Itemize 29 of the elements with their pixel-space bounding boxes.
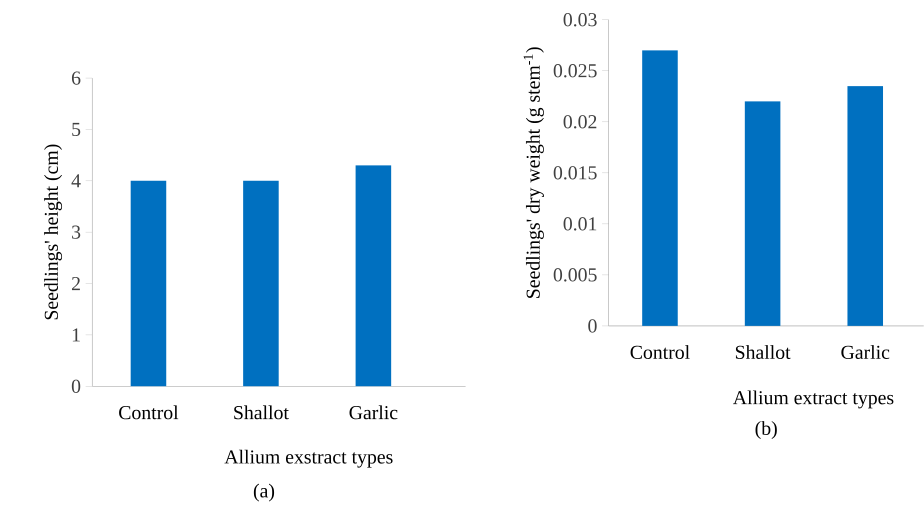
x-tick-label: Garlic [350,405,398,420]
y-tick-label: 2 [72,277,80,290]
bar [744,101,780,326]
x-axis-title: Allium extract types [732,390,894,408]
y-axis-title: Seedlings' dry weight (g stem$^{-1}$) [524,47,544,298]
bar [642,50,678,326]
y-tick-label: 0.01 [564,217,596,231]
x-tick-label: Garlic [841,345,890,359]
x-axis-title: Allium exstract types [224,450,393,468]
text: (a) [254,484,274,502]
text: (b) [756,421,777,440]
y-tick-label: 0.03 [564,13,597,26]
x-tick-label: Shallot [234,405,289,420]
bar [847,86,884,326]
x-tick-label: Shallot [736,345,790,359]
y-tick-label: 0.015 [554,166,597,180]
y-tick-label: 5 [72,122,80,136]
y-tick-label: 3 [72,226,80,239]
y-tick-label: 1 [72,328,80,342]
y-tick-label: 0 [588,319,597,333]
x-tick-label: Control [630,345,690,359]
y-tick-label: 0.005 [554,268,597,282]
y-tick-label: 4 [72,174,81,188]
x-tick-label: Control [119,405,178,420]
y-tick-label: 6 [72,71,80,85]
y-tick-label: 0.025 [554,64,597,78]
y-tick-label: 0 [72,380,80,393]
y-tick-label: 0.02 [564,115,596,129]
y-axis-title: Seedlings' height (cm) [44,144,62,320]
